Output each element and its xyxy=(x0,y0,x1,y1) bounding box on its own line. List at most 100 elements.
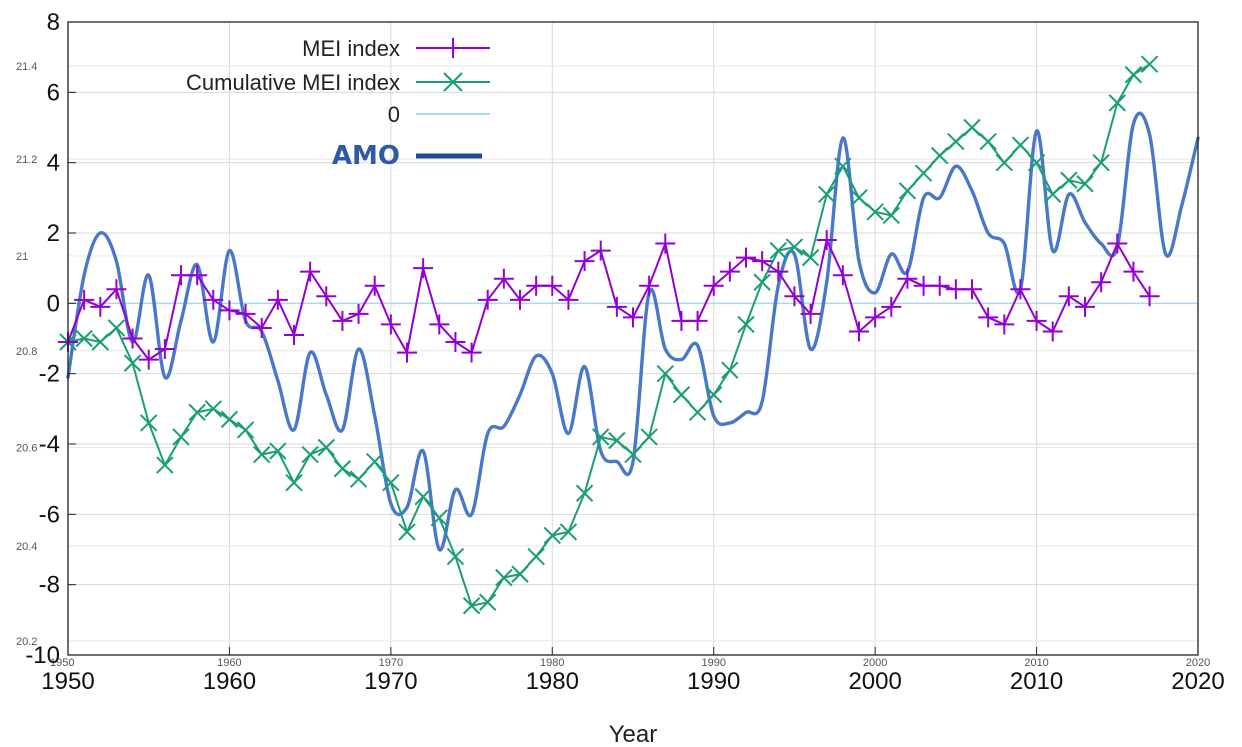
cross-stroke xyxy=(834,157,852,175)
mei-point xyxy=(1042,321,1063,342)
cumulative-mei-point xyxy=(592,428,610,446)
mei-point xyxy=(881,296,902,317)
mei-point xyxy=(138,349,159,370)
cumulative-mei-point xyxy=(156,456,174,474)
mei-point xyxy=(719,261,740,282)
cross-stroke xyxy=(317,438,335,457)
cumulative-mei-point xyxy=(430,509,448,527)
cumulative-mei-point xyxy=(1011,136,1030,154)
cumulative-mei-point xyxy=(866,203,884,221)
x-tick-label: 2020 xyxy=(1171,668,1224,695)
y-tick-label: 0 xyxy=(47,290,60,317)
cumulative-mei-point xyxy=(656,364,674,383)
cumulative-mei-point xyxy=(834,157,852,175)
cross-stroke xyxy=(1092,153,1110,172)
cumulative-mei-point xyxy=(979,132,997,151)
cumulative-mei-point xyxy=(608,431,626,450)
cross-stroke xyxy=(559,523,578,541)
cross-stroke xyxy=(721,361,739,379)
mei-point xyxy=(380,314,401,335)
mei-point xyxy=(332,310,353,331)
mei-point xyxy=(832,265,853,286)
amo-axis-tick-label: 20.8 xyxy=(16,346,37,358)
cumulative-mei-point xyxy=(1108,94,1126,112)
mei-point xyxy=(703,275,724,296)
cross-stroke xyxy=(1124,66,1143,84)
y-tick-label: -8 xyxy=(39,572,60,599)
x-tick-label: 2010 xyxy=(1010,668,1063,695)
x-tick-label: 1950 xyxy=(41,668,94,695)
cumulative-mei-point xyxy=(721,361,739,379)
y-tick-label: 4 xyxy=(47,150,60,177)
cross-stroke xyxy=(140,414,158,432)
amo-axis-tick-label: 20.2 xyxy=(16,636,37,648)
x-secondary-tick-label: 1970 xyxy=(379,657,403,669)
cumulative-mei-point xyxy=(75,329,93,348)
cross-stroke xyxy=(1140,55,1159,73)
mei-point xyxy=(187,265,208,286)
cumulative-mei-point xyxy=(511,565,529,583)
x-secondary-tick-label: 2000 xyxy=(863,657,887,669)
cross-stroke xyxy=(963,118,981,137)
cross-stroke xyxy=(947,132,965,151)
cumulative-mei-point xyxy=(995,153,1013,172)
mei-point xyxy=(574,251,595,272)
cumulative-mei-point xyxy=(559,523,578,541)
cumulative-mei-point xyxy=(850,189,868,207)
legend-swatch-cross xyxy=(443,72,463,92)
mei-point xyxy=(978,307,999,328)
legend-label: AMO xyxy=(332,141,400,171)
mei-point xyxy=(154,339,175,360)
mei-point xyxy=(461,342,482,363)
cross-stroke xyxy=(672,386,691,404)
mei-series-layer xyxy=(58,230,1160,370)
cumulative-mei-point xyxy=(1076,175,1094,193)
mei-point xyxy=(510,289,530,310)
cross-stroke xyxy=(575,484,594,502)
cross-stroke xyxy=(188,403,206,422)
mei-point xyxy=(542,275,563,296)
mei-point xyxy=(655,233,676,254)
cross-stroke xyxy=(446,547,465,566)
cumulative-mei-point xyxy=(1092,153,1110,172)
cumulative-mei-point xyxy=(317,438,335,457)
cumulative-mei-line xyxy=(67,63,1151,607)
mei-point xyxy=(316,286,337,307)
cumulative-mei-point xyxy=(672,386,691,404)
mei-point xyxy=(752,251,773,272)
cross-stroke xyxy=(1108,94,1126,112)
mei-point xyxy=(445,332,466,353)
cumulative-mei-point xyxy=(801,248,820,267)
cumulative-mei-point xyxy=(947,132,965,151)
mei-point xyxy=(897,268,918,289)
cumulative-mei-point xyxy=(1060,171,1078,189)
mei-point xyxy=(267,289,288,310)
cumulative-mei-point xyxy=(737,315,755,334)
amo-axis-tick-label: 20.6 xyxy=(16,443,37,455)
x-tick-label: 1980 xyxy=(526,668,579,695)
cumulative-mei-point xyxy=(172,428,190,446)
mei-point xyxy=(364,275,385,296)
cross-stroke xyxy=(333,459,352,478)
cumulative-mei-point xyxy=(1140,55,1159,73)
cross-stroke xyxy=(382,473,400,492)
mei-point xyxy=(768,261,789,282)
y-tick-label: -10 xyxy=(25,642,60,669)
x-tick-label: 2000 xyxy=(848,668,901,695)
cumulative-mei-point xyxy=(898,182,917,200)
cross-stroke xyxy=(979,132,997,151)
x-secondary-tick-label: 2010 xyxy=(1024,657,1048,669)
cross-stroke xyxy=(995,153,1013,172)
cumulative-mei-point xyxy=(624,445,642,464)
x-secondary-tick-label: 1960 xyxy=(217,657,241,669)
cross-stroke xyxy=(349,470,368,488)
cumulative-mei-point xyxy=(366,452,384,471)
cumulative-mei-point xyxy=(495,568,513,587)
mei-point xyxy=(1091,272,1112,293)
cross-stroke xyxy=(850,189,868,207)
cumulative-mei-point xyxy=(527,547,545,566)
cumulative-mei-point xyxy=(785,238,804,256)
mei-point xyxy=(1107,233,1128,254)
mei-point xyxy=(284,324,304,345)
mei-point xyxy=(300,261,321,282)
